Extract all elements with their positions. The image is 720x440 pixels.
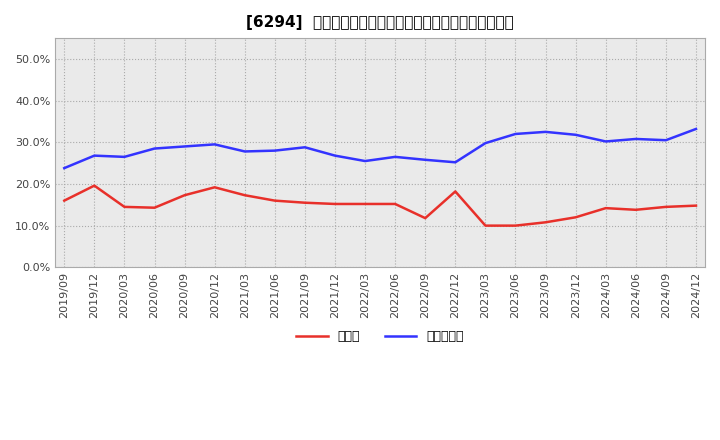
現預金 — [662, 204, 670, 209]
現預金 — [511, 223, 520, 228]
有利子負債 — [391, 154, 400, 160]
有利子負債 — [210, 142, 219, 147]
有利子負債 — [692, 126, 701, 132]
有利子負債 — [421, 157, 430, 162]
Line: 有利子負債: 有利子負債 — [64, 129, 696, 168]
Line: 現預金: 現預金 — [64, 186, 696, 226]
有利子負債 — [330, 153, 339, 158]
有利子負債 — [631, 136, 640, 142]
Title: [6294]  現預金、有利子負債の総資産に対する比率の推移: [6294] 現預金、有利子負債の総資産に対する比率の推移 — [246, 15, 514, 30]
現預金 — [150, 205, 159, 210]
有利子負債 — [572, 132, 580, 137]
現預金 — [271, 198, 279, 203]
現預金 — [631, 207, 640, 213]
現預金 — [451, 189, 459, 194]
有利子負債 — [271, 148, 279, 153]
有利子負債 — [511, 131, 520, 136]
有利子負債 — [481, 140, 490, 146]
現預金 — [330, 202, 339, 207]
現預金 — [210, 185, 219, 190]
Legend: 現預金, 有利子負債: 現預金, 有利子負債 — [292, 325, 469, 348]
有利子負債 — [662, 138, 670, 143]
有利子負債 — [300, 145, 309, 150]
現預金 — [692, 203, 701, 208]
現預金 — [90, 183, 99, 188]
有利子負債 — [150, 146, 159, 151]
有利子負債 — [180, 144, 189, 149]
現預金 — [361, 202, 369, 207]
現預金 — [60, 198, 68, 203]
現預金 — [180, 193, 189, 198]
現預金 — [240, 193, 249, 198]
有利子負債 — [361, 158, 369, 164]
有利子負債 — [541, 129, 550, 135]
有利子負債 — [240, 149, 249, 154]
有利子負債 — [90, 153, 99, 158]
現預金 — [391, 202, 400, 207]
有利子負債 — [451, 160, 459, 165]
現預金 — [601, 205, 610, 211]
有利子負債 — [601, 139, 610, 144]
有利子負債 — [60, 165, 68, 171]
有利子負債 — [120, 154, 129, 160]
現預金 — [421, 216, 430, 221]
現預金 — [572, 215, 580, 220]
現預金 — [541, 220, 550, 225]
現預金 — [481, 223, 490, 228]
現預金 — [120, 204, 129, 209]
現預金 — [300, 200, 309, 205]
